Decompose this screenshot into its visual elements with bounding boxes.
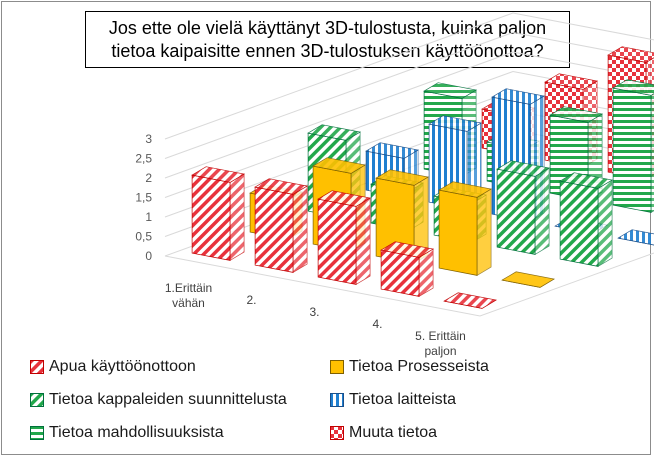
legend-item-suunnittelu: Tietoa kappaleiden suunnittelusta	[30, 389, 287, 411]
y-tick-label: 2	[145, 171, 152, 185]
bar-front-face	[612, 87, 652, 213]
chart-title: Jos ette ole vielä käyttänyt 3D-tulostus…	[85, 11, 570, 68]
legend: Apua käyttöönottoon Tietoa Prosesseista …	[30, 356, 630, 446]
x-tick-label: paljon	[424, 344, 456, 358]
bar-front-face	[254, 186, 294, 273]
x-tick-label: 1.Erittäin	[165, 281, 212, 295]
bar-front-face	[380, 249, 420, 297]
bar-top-face	[491, 88, 546, 105]
bar-side-face	[229, 173, 245, 262]
bar-top-face	[317, 190, 372, 207]
bar	[317, 190, 372, 286]
legend-swatch-suunnittelu	[30, 393, 44, 407]
bar	[375, 169, 430, 265]
bar	[612, 79, 654, 214]
y-tick-label: 1,5	[135, 191, 152, 205]
x-tick-label: vähän	[172, 296, 205, 310]
bar-top-face	[612, 79, 654, 96]
x-tick-label: 2.	[246, 293, 256, 307]
legend-label-muuta: Muuta tietoa	[349, 424, 438, 441]
legend-item-muuta: Muuta tietoa	[330, 422, 437, 444]
bar	[443, 292, 498, 309]
bar-front-face	[438, 189, 478, 276]
y-tick-label: 0,5	[135, 230, 152, 244]
bar-top-face	[443, 292, 498, 309]
bar-top-face	[254, 178, 309, 195]
y-tick-label: 3	[145, 132, 152, 146]
bar-top-face	[307, 124, 362, 141]
bar	[254, 178, 309, 274]
gridline	[164, 70, 654, 198]
y-tick-label: 0	[145, 249, 152, 263]
bar-top-face	[501, 271, 556, 288]
chart-title-line-2: tietoa kaipaisitte ennen 3D-tulostuksen …	[111, 40, 544, 61]
legend-swatch-prosessit	[330, 360, 344, 374]
legend-item-mahdollisuudet: Tietoa mahdollisuuksista	[30, 422, 224, 444]
legend-swatch-laitteet	[330, 393, 344, 407]
bar-top-face	[496, 160, 551, 177]
legend-item-laitteet: Tietoa laitteista	[330, 389, 456, 411]
bar	[380, 241, 435, 298]
bar-side-face	[292, 185, 308, 274]
bar-top-face	[544, 73, 599, 90]
bar-side-face	[597, 179, 613, 268]
y-tick-label: 2,5	[135, 152, 152, 166]
bar-top-face	[438, 181, 493, 198]
x-tick-label: 5. Erittäin	[415, 329, 466, 343]
legend-item-prosessit: Tietoa Prosesseista	[330, 356, 489, 378]
x-tick-label: 3.	[309, 305, 319, 319]
bar-top-face	[191, 166, 246, 183]
bar-front-face	[496, 168, 536, 255]
bar-top-face	[365, 142, 420, 159]
bar-top-face	[423, 82, 478, 99]
bar	[617, 229, 654, 246]
bar-top-face	[375, 169, 430, 186]
bar	[559, 172, 614, 268]
legend-label-laitteet: Tietoa laitteista	[349, 391, 457, 408]
bar-top-face	[380, 241, 435, 258]
bar-top-face	[549, 106, 604, 123]
legend-swatch-apua	[30, 360, 44, 374]
bar-side-face	[355, 197, 371, 286]
floor-edge	[164, 252, 654, 317]
gridline	[164, 51, 654, 179]
bar-top-face	[607, 46, 654, 63]
bar-front-face	[317, 198, 357, 285]
bar	[496, 160, 551, 256]
gridline	[164, 31, 654, 159]
legend-swatch-muuta	[330, 426, 344, 440]
bar	[438, 181, 493, 277]
bars	[191, 46, 654, 309]
legend-label-apua: Apua käyttöönottoon	[49, 358, 196, 375]
bar-top-face	[312, 157, 367, 174]
legend-item-apua: Apua käyttöönottoon	[30, 356, 196, 378]
legend-swatch-mahdollisuudet	[30, 426, 44, 440]
chart-title-line-1: Jos ette ole vielä käyttänyt 3D-tulostus…	[108, 17, 547, 38]
bar	[501, 271, 556, 288]
bar	[191, 166, 246, 262]
bar-top-face	[617, 229, 654, 246]
bar-top-face	[428, 115, 483, 132]
bar-front-face	[191, 174, 231, 261]
gridline	[164, 12, 654, 140]
legend-label-mahdollisuudet: Tietoa mahdollisuuksista	[49, 424, 224, 441]
bar-top-face	[559, 172, 614, 189]
bar-side-face	[534, 167, 550, 256]
bar-side-face	[650, 93, 654, 214]
legend-label-suunnittelu: Tietoa kappaleiden suunnittelusta	[49, 391, 287, 408]
bar-front-face	[559, 180, 599, 267]
x-tick-label: 4.	[372, 317, 382, 331]
y-tick-label: 1	[145, 210, 152, 224]
bar-side-face	[476, 188, 492, 277]
legend-label-prosessit: Tietoa Prosesseista	[349, 358, 489, 375]
